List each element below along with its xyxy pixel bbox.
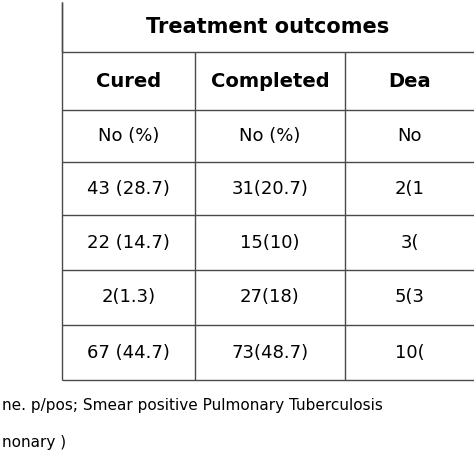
Text: 3(: 3( [400, 234, 419, 252]
Text: 73(48.7): 73(48.7) [231, 344, 309, 362]
Text: 27(18): 27(18) [240, 289, 300, 307]
Text: 5(3: 5(3 [394, 289, 425, 307]
Text: 67 (44.7): 67 (44.7) [87, 344, 170, 362]
Text: 22 (14.7): 22 (14.7) [87, 234, 170, 252]
Text: Treatment outcomes: Treatment outcomes [146, 17, 390, 37]
Text: 31(20.7): 31(20.7) [232, 180, 309, 198]
Text: Cured: Cured [96, 72, 161, 91]
Text: Completed: Completed [210, 72, 329, 91]
Text: No (%): No (%) [98, 127, 159, 145]
Text: nonary ): nonary ) [2, 435, 66, 450]
Text: 43 (28.7): 43 (28.7) [87, 180, 170, 198]
Text: Dea: Dea [388, 72, 431, 91]
Text: 2(1: 2(1 [394, 180, 424, 198]
Text: 2(1.3): 2(1.3) [101, 289, 155, 307]
Text: No (%): No (%) [239, 127, 301, 145]
Text: ne. p/pos; Smear positive Pulmonary Tuberculosis: ne. p/pos; Smear positive Pulmonary Tube… [2, 398, 383, 413]
Text: 15(10): 15(10) [240, 234, 300, 252]
Text: No: No [397, 127, 422, 145]
Text: 10(: 10( [395, 344, 424, 362]
